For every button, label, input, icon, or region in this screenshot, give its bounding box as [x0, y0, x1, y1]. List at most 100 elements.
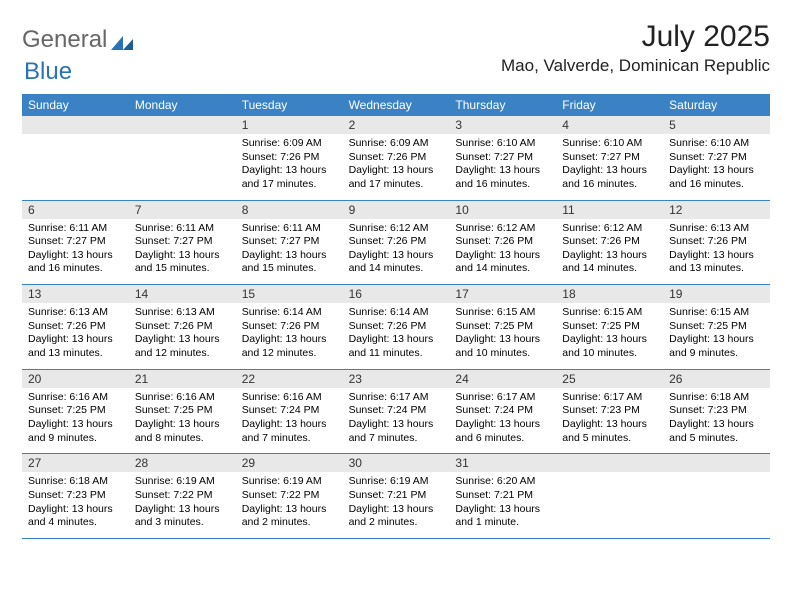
sunrise-text: Sunrise: 6:16 AM	[135, 391, 230, 405]
day-number: 17	[449, 285, 556, 303]
sunset-text: Sunset: 7:26 PM	[669, 235, 764, 249]
week-row: 12345Sunrise: 6:09 AMSunset: 7:26 PMDayl…	[22, 116, 770, 201]
sunset-text: Sunset: 7:22 PM	[242, 489, 337, 503]
day-cell: Sunrise: 6:11 AMSunset: 7:27 PMDaylight:…	[236, 219, 343, 285]
sunset-text: Sunset: 7:21 PM	[349, 489, 444, 503]
day-cell: Sunrise: 6:12 AMSunset: 7:26 PMDaylight:…	[449, 219, 556, 285]
sunrise-text: Sunrise: 6:17 AM	[455, 391, 550, 405]
day-cell: Sunrise: 6:09 AMSunset: 7:26 PMDaylight:…	[236, 134, 343, 200]
day-cell: Sunrise: 6:12 AMSunset: 7:26 PMDaylight:…	[343, 219, 450, 285]
day-cell: Sunrise: 6:13 AMSunset: 7:26 PMDaylight:…	[129, 303, 236, 369]
sunrise-text: Sunrise: 6:13 AM	[135, 306, 230, 320]
sunrise-text: Sunrise: 6:19 AM	[242, 475, 337, 489]
day-cell: Sunrise: 6:10 AMSunset: 7:27 PMDaylight:…	[663, 134, 770, 200]
sunrise-text: Sunrise: 6:14 AM	[242, 306, 337, 320]
calendar: Sunday Monday Tuesday Wednesday Thursday…	[22, 94, 770, 539]
sunrise-text: Sunrise: 6:17 AM	[562, 391, 657, 405]
day-number: 31	[449, 454, 556, 472]
sunrise-text: Sunrise: 6:14 AM	[349, 306, 444, 320]
day-cell: Sunrise: 6:10 AMSunset: 7:27 PMDaylight:…	[449, 134, 556, 200]
day-cell: Sunrise: 6:09 AMSunset: 7:26 PMDaylight:…	[343, 134, 450, 200]
day-cell: Sunrise: 6:13 AMSunset: 7:26 PMDaylight:…	[22, 303, 129, 369]
daylight-text: Daylight: 13 hours and 9 minutes.	[28, 418, 123, 445]
day-cell	[22, 134, 129, 200]
sunrise-text: Sunrise: 6:20 AM	[455, 475, 550, 489]
day-number: 6	[22, 201, 129, 219]
sunrise-text: Sunrise: 6:13 AM	[28, 306, 123, 320]
sunrise-text: Sunrise: 6:09 AM	[349, 137, 444, 151]
sunrise-text: Sunrise: 6:19 AM	[349, 475, 444, 489]
sunset-text: Sunset: 7:26 PM	[562, 235, 657, 249]
daylight-text: Daylight: 13 hours and 12 minutes.	[135, 333, 230, 360]
day-number: 7	[129, 201, 236, 219]
daylight-text: Daylight: 13 hours and 4 minutes.	[28, 503, 123, 530]
sunrise-text: Sunrise: 6:12 AM	[455, 222, 550, 236]
logo-mark-icon	[111, 29, 133, 45]
sunset-text: Sunset: 7:26 PM	[455, 235, 550, 249]
day-number: 12	[663, 201, 770, 219]
sunset-text: Sunset: 7:26 PM	[349, 320, 444, 334]
daylight-text: Daylight: 13 hours and 8 minutes.	[135, 418, 230, 445]
location-text: Mao, Valverde, Dominican Republic	[501, 56, 770, 76]
sunset-text: Sunset: 7:24 PM	[242, 404, 337, 418]
day-cell: Sunrise: 6:16 AMSunset: 7:24 PMDaylight:…	[236, 388, 343, 454]
day-number: 20	[22, 370, 129, 388]
day-number: 14	[129, 285, 236, 303]
daylight-text: Daylight: 13 hours and 17 minutes.	[349, 164, 444, 191]
sunrise-text: Sunrise: 6:18 AM	[669, 391, 764, 405]
daylight-text: Daylight: 13 hours and 12 minutes.	[242, 333, 337, 360]
sunset-text: Sunset: 7:26 PM	[28, 320, 123, 334]
daylight-text: Daylight: 13 hours and 16 minutes.	[455, 164, 550, 191]
day-number: 27	[22, 454, 129, 472]
daylight-text: Daylight: 13 hours and 16 minutes.	[669, 164, 764, 191]
sunrise-text: Sunrise: 6:11 AM	[242, 222, 337, 236]
day-cell	[663, 472, 770, 538]
day-cell: Sunrise: 6:13 AMSunset: 7:26 PMDaylight:…	[663, 219, 770, 285]
day-cell	[129, 134, 236, 200]
daylight-text: Daylight: 13 hours and 5 minutes.	[562, 418, 657, 445]
daylight-text: Daylight: 13 hours and 6 minutes.	[455, 418, 550, 445]
day-headers-row: Sunday Monday Tuesday Wednesday Thursday…	[22, 94, 770, 116]
day-header: Sunday	[22, 94, 129, 116]
sunrise-text: Sunrise: 6:12 AM	[562, 222, 657, 236]
daylight-text: Daylight: 13 hours and 13 minutes.	[28, 333, 123, 360]
daylight-text: Daylight: 13 hours and 17 minutes.	[242, 164, 337, 191]
day-cell: Sunrise: 6:19 AMSunset: 7:22 PMDaylight:…	[236, 472, 343, 538]
day-cell: Sunrise: 6:19 AMSunset: 7:22 PMDaylight:…	[129, 472, 236, 538]
daylight-text: Daylight: 13 hours and 7 minutes.	[242, 418, 337, 445]
sunrise-text: Sunrise: 6:19 AM	[135, 475, 230, 489]
day-number: 24	[449, 370, 556, 388]
sunrise-text: Sunrise: 6:18 AM	[28, 475, 123, 489]
week-row: 20212223242526Sunrise: 6:16 AMSunset: 7:…	[22, 370, 770, 455]
day-number: 30	[343, 454, 450, 472]
day-number	[556, 454, 663, 472]
day-cell: Sunrise: 6:10 AMSunset: 7:27 PMDaylight:…	[556, 134, 663, 200]
daylight-text: Daylight: 13 hours and 1 minute.	[455, 503, 550, 530]
day-number: 23	[343, 370, 450, 388]
day-header: Saturday	[663, 94, 770, 116]
sunset-text: Sunset: 7:23 PM	[562, 404, 657, 418]
sunset-text: Sunset: 7:21 PM	[455, 489, 550, 503]
day-cell: Sunrise: 6:15 AMSunset: 7:25 PMDaylight:…	[556, 303, 663, 369]
day-number: 22	[236, 370, 343, 388]
sunrise-text: Sunrise: 6:16 AM	[242, 391, 337, 405]
day-number: 9	[343, 201, 450, 219]
day-number: 15	[236, 285, 343, 303]
sunrise-text: Sunrise: 6:10 AM	[669, 137, 764, 151]
sunrise-text: Sunrise: 6:15 AM	[669, 306, 764, 320]
sunset-text: Sunset: 7:23 PM	[28, 489, 123, 503]
day-cell: Sunrise: 6:18 AMSunset: 7:23 PMDaylight:…	[22, 472, 129, 538]
sunrise-text: Sunrise: 6:09 AM	[242, 137, 337, 151]
day-header: Wednesday	[343, 94, 450, 116]
day-cell: Sunrise: 6:14 AMSunset: 7:26 PMDaylight:…	[236, 303, 343, 369]
sunset-text: Sunset: 7:27 PM	[135, 235, 230, 249]
sunrise-text: Sunrise: 6:17 AM	[349, 391, 444, 405]
sunset-text: Sunset: 7:27 PM	[669, 151, 764, 165]
sunrise-text: Sunrise: 6:15 AM	[455, 306, 550, 320]
day-cell: Sunrise: 6:17 AMSunset: 7:24 PMDaylight:…	[449, 388, 556, 454]
sunset-text: Sunset: 7:26 PM	[349, 235, 444, 249]
sunrise-text: Sunrise: 6:11 AM	[28, 222, 123, 236]
daylight-text: Daylight: 13 hours and 14 minutes.	[455, 249, 550, 276]
day-header: Thursday	[449, 94, 556, 116]
daylight-text: Daylight: 13 hours and 9 minutes.	[669, 333, 764, 360]
